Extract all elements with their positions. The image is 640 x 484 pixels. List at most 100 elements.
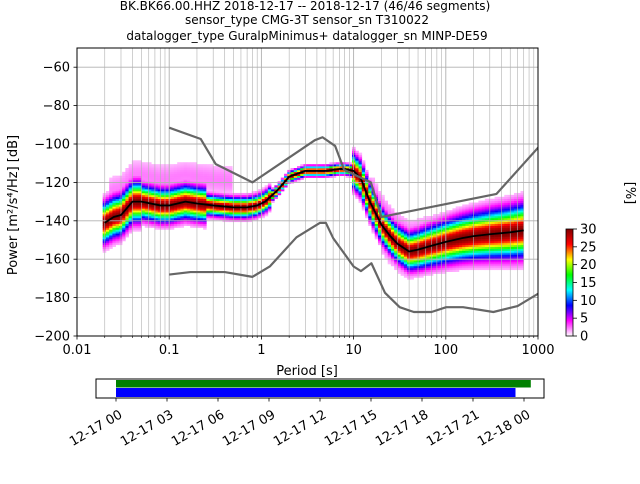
psd-cell [161, 227, 165, 230]
mode-line [104, 168, 524, 253]
psd-cell [190, 217, 194, 221]
psd-cell [510, 252, 515, 255]
psd-cell [141, 191, 146, 194]
psd-cell [400, 227, 405, 230]
psd-cell [501, 250, 505, 253]
psd-cell [465, 225, 469, 228]
psd-cell [416, 260, 421, 263]
psd-cell [251, 192, 256, 196]
psd-cell [416, 252, 421, 255]
psd-cell [177, 216, 181, 219]
psd-cell [212, 214, 217, 217]
x-axis-label: Period [s] [276, 364, 338, 379]
psd-cell [520, 194, 525, 198]
psd-cell [206, 179, 210, 182]
psd-cell [390, 254, 395, 257]
psd-cell [254, 212, 259, 215]
psd-cell [199, 171, 204, 175]
psd-cell [520, 264, 525, 267]
psd-cell [212, 173, 217, 176]
psd-cell [514, 237, 518, 240]
psd-cell [229, 185, 233, 188]
psd-cell [491, 256, 495, 259]
psd-cell [138, 162, 142, 165]
psd-cell [105, 221, 110, 224]
psd-cell [164, 210, 168, 213]
psd-cell [151, 221, 155, 224]
psd-cell [403, 271, 408, 274]
psd-cell [219, 189, 223, 192]
psd-cell [355, 187, 359, 190]
psd-cell [510, 196, 515, 200]
psd-cell [397, 214, 401, 217]
psd-cell [190, 198, 194, 201]
psd-cell [481, 256, 486, 259]
psd-cell [403, 252, 408, 255]
psd-cell [177, 198, 181, 201]
psd-cell [118, 217, 123, 221]
psd-cell [355, 160, 359, 163]
psd-cell [420, 260, 424, 263]
psd-cell [118, 177, 123, 180]
psd-cell [319, 173, 324, 176]
psd-cell [154, 194, 159, 198]
psd-cell [358, 179, 363, 182]
psd-cell [426, 264, 431, 267]
psd-cell [261, 189, 265, 192]
psd-cell [209, 217, 214, 221]
psd-cell [216, 202, 220, 205]
psd-cell [125, 187, 129, 190]
psd-cell [455, 244, 460, 248]
psd-cell [384, 246, 388, 249]
psd-cell [371, 231, 376, 234]
psd-cell [368, 216, 372, 219]
psd-cell [390, 208, 395, 211]
psd-cell [517, 262, 521, 265]
psd-cell [455, 252, 460, 255]
x-tick-label: 0.01 [63, 343, 92, 358]
psd-cell [394, 225, 398, 228]
psd-cell [222, 206, 227, 209]
psd-cell [504, 202, 508, 205]
psd-cell [148, 183, 152, 186]
y-tick-label: −180 [34, 291, 70, 306]
psd-cell [209, 177, 214, 180]
psd-cell [475, 217, 479, 221]
psd-cell [112, 227, 116, 230]
psd-cell [397, 246, 401, 249]
psd-cell [374, 191, 379, 194]
psd-cell [131, 185, 136, 188]
psd-cell [170, 192, 175, 196]
psd-cell [468, 204, 473, 207]
psd-cell [109, 183, 113, 186]
psd-cell [177, 175, 181, 178]
psd-cell [400, 264, 405, 267]
psd-cell [355, 152, 359, 155]
psd-cell [222, 189, 227, 192]
psd-cell [151, 177, 155, 180]
psd-cell [157, 168, 162, 171]
psd-cell [355, 150, 359, 153]
psd-cell [186, 189, 191, 192]
psd-cell [161, 171, 165, 175]
psd-cell [494, 250, 499, 253]
psd-cell [173, 185, 178, 188]
psd-cell [436, 244, 440, 248]
psd-cell [400, 267, 405, 271]
psd-cell [520, 260, 525, 263]
psd-cell [491, 231, 495, 234]
psd-cell [491, 235, 495, 238]
psd-cell [400, 233, 405, 236]
psd-cell [138, 169, 142, 173]
psd-cell [267, 202, 272, 205]
psd-cell [355, 196, 359, 200]
psd-cell [355, 185, 359, 188]
psd-cell [442, 239, 447, 242]
psd-cell [416, 229, 421, 232]
psd-cell [293, 171, 298, 175]
psd-cell [238, 196, 243, 200]
psd-cell [439, 254, 444, 257]
psd-cell [219, 198, 223, 201]
psd-cell [361, 192, 366, 196]
psd-cell [478, 244, 482, 248]
